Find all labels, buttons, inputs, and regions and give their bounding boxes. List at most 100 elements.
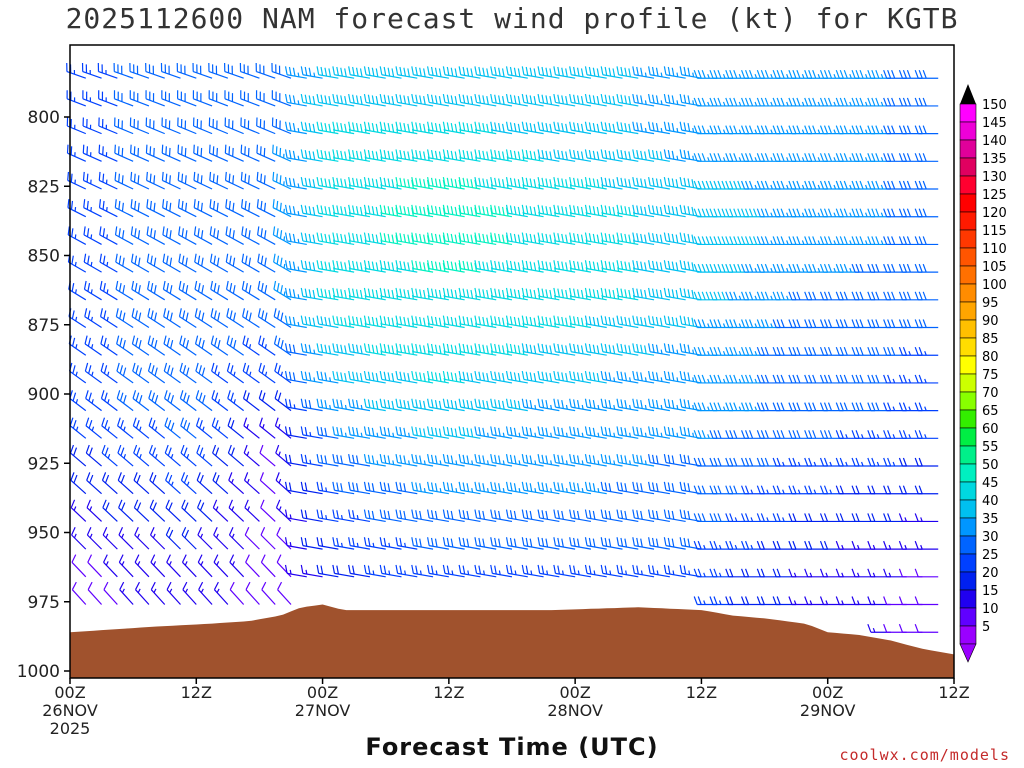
wind-barb (679, 454, 702, 467)
wind-barb (85, 444, 102, 467)
wind-barb (275, 472, 292, 495)
wind-barb (521, 398, 544, 412)
wind-barb (258, 390, 276, 412)
wind-barb (193, 226, 213, 245)
wind-barb (569, 481, 592, 495)
wind-barb (788, 430, 812, 439)
wind-barb (756, 540, 781, 550)
wind-barb (71, 554, 87, 578)
wind-barb (741, 70, 765, 79)
wind-barb (898, 97, 923, 107)
wind-barb (553, 343, 576, 356)
wind-barb (474, 509, 497, 523)
wind-barb (819, 153, 844, 162)
wind-barb (772, 540, 797, 550)
wind-barb (442, 149, 465, 162)
wind-barb (914, 430, 939, 439)
wind-barb (100, 335, 118, 356)
wind-barb (505, 398, 528, 412)
wind-barb (521, 260, 544, 273)
wind-barb (490, 149, 513, 162)
wind-barb (257, 308, 276, 329)
colorbar-swatch (959, 337, 977, 357)
wind-barb (114, 144, 134, 162)
wind-barb (788, 70, 812, 79)
wind-barb (756, 97, 781, 107)
wind-barb (427, 149, 449, 162)
wind-barb (395, 509, 418, 523)
wind-barb (914, 513, 939, 523)
wind-barb (257, 226, 276, 245)
wind-barb (632, 315, 655, 329)
wind-barb (553, 481, 576, 495)
wind-barb (804, 568, 828, 578)
wind-barb (851, 430, 876, 439)
wind-barb (756, 457, 781, 467)
wind-barb (348, 343, 371, 356)
wind-barb (208, 63, 229, 79)
colorbar-label: 55 (982, 440, 999, 455)
wind-barb (867, 374, 891, 384)
x-tick-label: 00Z (812, 683, 843, 702)
wind-barb (648, 398, 670, 412)
wind-barb (741, 236, 765, 246)
wind-barb (427, 398, 449, 412)
wind-barb (363, 66, 386, 79)
wind-barb (553, 66, 576, 79)
wind-barb (553, 426, 576, 439)
wind-barb (851, 347, 876, 356)
wind-barb (867, 263, 891, 273)
wind-barb (348, 149, 371, 162)
wind-barb (569, 343, 592, 356)
wind-barb (165, 499, 181, 522)
wind-barb (663, 204, 686, 218)
wind-barb (663, 260, 686, 273)
wind-barb (316, 260, 339, 273)
wind-barb (427, 454, 449, 467)
wind-barb (332, 398, 355, 412)
wind-barb (616, 454, 639, 467)
wind-barb (227, 444, 245, 467)
wind-barb (225, 280, 244, 301)
wind-barb (490, 343, 513, 356)
colorbar-swatch (959, 283, 977, 303)
wind-barb (379, 232, 402, 246)
wind-barb (240, 199, 260, 218)
wind-barb (883, 263, 907, 273)
wind-barb (788, 125, 812, 135)
wind-barb (261, 581, 276, 605)
wind-barb (300, 177, 323, 190)
wind-barb (332, 149, 355, 162)
wind-barb (427, 93, 449, 107)
wind-barb (756, 70, 781, 79)
wind-barb (458, 509, 481, 523)
wind-barb (648, 149, 670, 162)
x-tick-label: 12Z (433, 683, 464, 702)
wind-barb (883, 319, 907, 329)
wind-barb (300, 121, 323, 135)
wind-barb (505, 93, 528, 107)
wind-barb (709, 513, 733, 523)
wind-barb (505, 426, 528, 439)
wind-barb (725, 236, 749, 246)
wind-barb (898, 374, 923, 384)
wind-barb (332, 287, 355, 301)
wind-barb (505, 232, 528, 246)
colorbar-swatch (959, 139, 977, 159)
x-tick-label: 29NOV (800, 701, 856, 720)
wind-barb (332, 564, 355, 578)
colorbar-swatch (959, 535, 977, 555)
colorbar-swatch (959, 607, 977, 627)
wind-barb (132, 390, 150, 412)
wind-barb (741, 153, 765, 162)
wind-barb (505, 454, 528, 467)
colorbar-swatch (959, 301, 977, 321)
wind-barb (600, 232, 623, 246)
wind-barb (150, 581, 166, 605)
wind-barb (164, 444, 181, 467)
wind-barb (226, 335, 244, 356)
wind-barb (898, 430, 923, 439)
wind-barb (741, 568, 765, 578)
wind-barb (648, 454, 670, 467)
wind-barb (99, 280, 118, 301)
